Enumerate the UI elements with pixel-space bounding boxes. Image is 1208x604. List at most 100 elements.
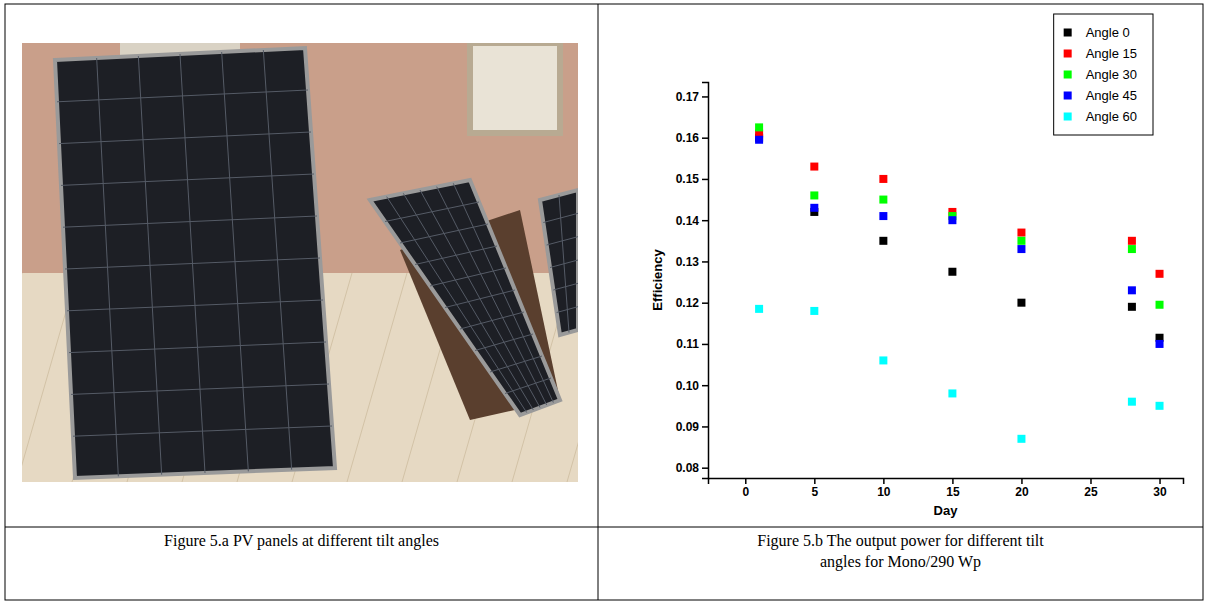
- panel-grid: [63, 216, 317, 227]
- x-tick-mark: [745, 478, 747, 484]
- legend: Angle 0Angle 15Angle 30Angle 45Angle 60: [1054, 14, 1153, 135]
- point: [879, 356, 887, 364]
- y-tick-label: 0.12: [676, 296, 700, 310]
- x-tick-mark: [814, 478, 816, 484]
- y-tick: 0.12: [676, 296, 708, 310]
- photo-paving: [347, 273, 407, 482]
- series: [755, 123, 1163, 308]
- x-axis-title: Day: [934, 503, 959, 518]
- photo-window: [470, 43, 560, 133]
- caption-line: Figure 5.b The output power for differen…: [757, 532, 1044, 550]
- panel-grid: [400, 224, 488, 243]
- y-tick-mark: [702, 261, 708, 263]
- x-tick: 0: [742, 478, 749, 499]
- panel-body: [540, 190, 578, 335]
- x-tick-mark: [1021, 478, 1023, 484]
- y-tick: 0.17: [676, 90, 708, 104]
- y-axis-line: [702, 83, 709, 479]
- y-tick: 0.10: [676, 379, 708, 393]
- series: [755, 130, 1163, 278]
- point: [810, 163, 818, 171]
- table-divider: [5, 527, 1203, 528]
- point: [755, 136, 763, 144]
- y-tick-label: 0.16: [676, 131, 700, 145]
- point: [755, 123, 763, 131]
- point: [948, 389, 956, 397]
- panel-grid: [71, 384, 329, 394]
- x-tick-label: 15: [946, 485, 960, 499]
- y-axis: 0.08 0.09 0.10 0.11 0.12 0.13 0.14 0.15 0.16 0.17: [676, 83, 709, 479]
- legend-marker: [1064, 113, 1072, 121]
- legend-entry: Angle 60: [1064, 109, 1137, 124]
- y-tick-mark: [702, 344, 708, 346]
- point: [1128, 245, 1136, 253]
- y-tick: 0.15: [676, 172, 708, 186]
- x-tick-label: 0: [742, 485, 749, 499]
- panel-body: [55, 48, 335, 478]
- panel-grid: [547, 237, 578, 245]
- page: 0510152025300.080.090.100.110.120.130.14…: [0, 0, 1208, 604]
- point: [1128, 303, 1136, 311]
- x-tick-label: 25: [1084, 485, 1098, 499]
- legend-marker: [1064, 29, 1072, 37]
- x-tick: 15: [946, 478, 960, 499]
- y-tick-mark: [702, 96, 708, 98]
- panel-body: [370, 180, 560, 415]
- x-tick-label: 20: [1015, 485, 1029, 499]
- table-frame: [5, 4, 1203, 600]
- panel-grid: [490, 356, 542, 372]
- y-tick: 0.14: [676, 214, 708, 228]
- x-tick-label: 30: [1153, 485, 1167, 499]
- y-tick-label: 0.17: [676, 90, 700, 104]
- panel-grid: [69, 342, 326, 353]
- x-tick-mark: [952, 478, 954, 484]
- panel-grid: [67, 300, 323, 311]
- caption: Figure 5.b The output power for differen…: [757, 532, 1044, 571]
- panel-grid: [61, 174, 314, 185]
- legend-label: Angle 30: [1086, 67, 1137, 82]
- y-tick-label: 0.13: [676, 255, 700, 269]
- legend-entry: Angle 0: [1064, 25, 1130, 40]
- panel-grid: [387, 197, 527, 413]
- panel-grid: [460, 312, 524, 329]
- panel-grid: [73, 426, 332, 436]
- x-tick-mark: [1090, 478, 1092, 484]
- point: [1017, 245, 1025, 253]
- panel-grid: [65, 258, 320, 269]
- y-tick-label: 0.09: [676, 420, 700, 434]
- point: [879, 212, 887, 220]
- legend-marker: [1064, 50, 1072, 58]
- legend-entry: Angle 30: [1064, 67, 1137, 82]
- x-tick: 5: [811, 478, 818, 499]
- panel-grid: [550, 260, 578, 268]
- legend-label: Angle 0: [1086, 25, 1130, 40]
- y-tick: 0.16: [676, 131, 708, 145]
- panel-grid: [430, 268, 506, 286]
- caption-line: Figure 5.a PV panels at different tilt a…: [164, 532, 439, 550]
- y-tick: 0.09: [676, 420, 708, 434]
- panel-grid: [420, 190, 540, 408]
- y-tick: 0.11: [676, 337, 708, 351]
- y-axis-title: Efficiency: [650, 249, 665, 311]
- point: [1128, 398, 1136, 406]
- x-axis: 051015202530: [709, 478, 1184, 499]
- x-tick: 30: [1153, 478, 1167, 499]
- points: [755, 123, 1163, 442]
- caption: Figure 5.a PV panels at different tilt a…: [164, 532, 439, 550]
- point: [948, 216, 956, 224]
- panel-grid: [57, 90, 308, 102]
- point: [1017, 435, 1025, 443]
- point: [1017, 229, 1025, 237]
- panel-grid: [415, 246, 497, 265]
- legend-label: Angle 45: [1086, 88, 1137, 103]
- series: [755, 305, 1163, 443]
- y-tick-mark: [702, 302, 708, 304]
- point: [1017, 299, 1025, 307]
- point: [1156, 402, 1164, 410]
- y-tick-mark: [702, 426, 708, 428]
- x-tick-label: 5: [811, 485, 818, 499]
- x-axis-line: [709, 479, 1184, 485]
- y-tick-label: 0.11: [676, 337, 699, 351]
- panel-grid: [557, 307, 578, 313]
- y-tick-label: 0.08: [676, 461, 700, 475]
